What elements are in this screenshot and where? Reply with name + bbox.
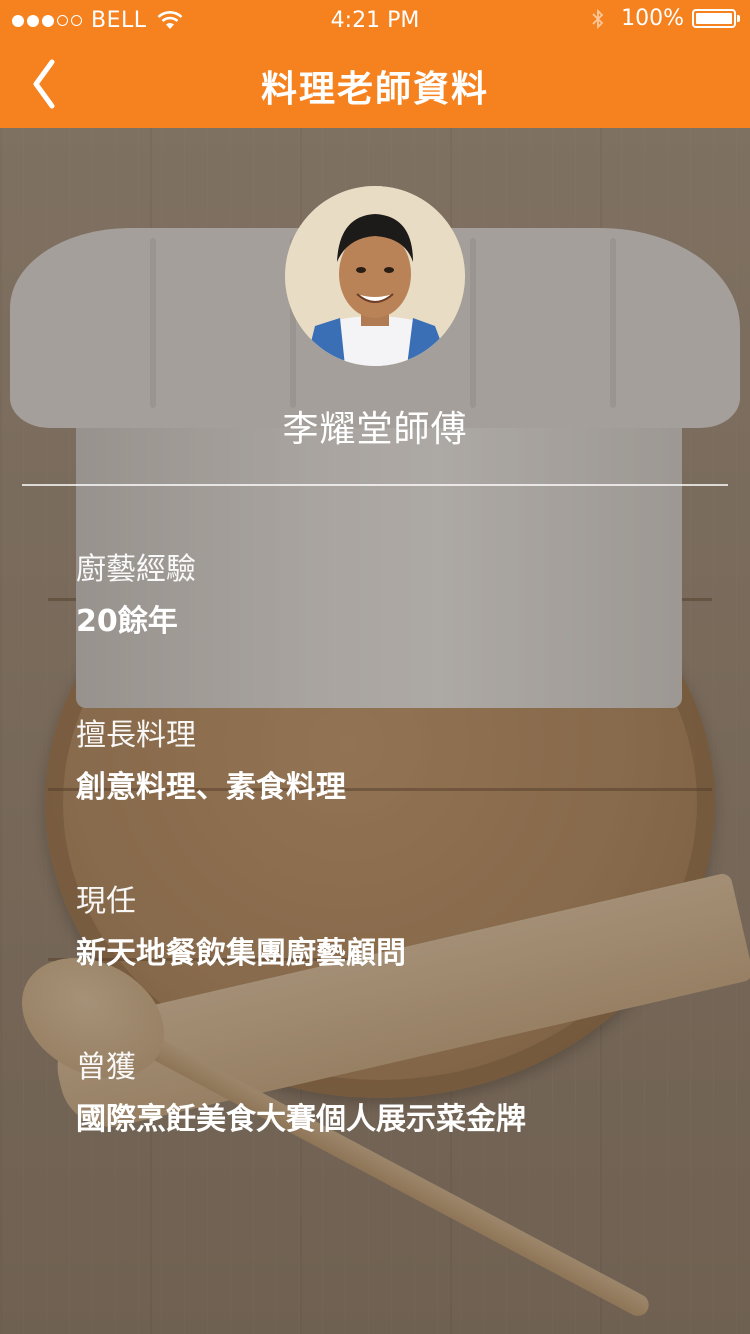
- signal-dot: [27, 14, 39, 27]
- divider: [22, 484, 728, 486]
- status-right: 100%: [591, 6, 740, 31]
- battery-percent: 100%: [621, 6, 684, 31]
- avatar: [285, 186, 465, 366]
- carrier-signal: BELL: [12, 8, 183, 33]
- detail-item: 現任 新天地餐飲集團廚藝顧問: [76, 885, 716, 971]
- detail-value: 20餘年: [76, 604, 178, 639]
- status-bar: BELL 4:21 PM 100%: [0, 0, 750, 40]
- hat-fold: [150, 238, 156, 408]
- signal-dot: [12, 14, 24, 27]
- detail-item: 曾獲 國際烹飪美食大賽個人展示菜金牌: [76, 1051, 716, 1137]
- bluetooth-icon: [592, 8, 604, 29]
- signal-dot-empty: [71, 15, 82, 26]
- hat-fold: [470, 238, 476, 408]
- status-time: 4:21 PM: [330, 8, 420, 33]
- signal-dot: [42, 14, 54, 27]
- detail-label: 擅長料理: [76, 718, 196, 753]
- chef-hat-band: [76, 378, 682, 708]
- page-title: 料理老師資料: [260, 69, 489, 110]
- detail-item: 廚藝經驗 20餘年: [76, 553, 716, 639]
- profile-content: 李耀堂師傅 廚藝經驗 20餘年 擅長料理 創意料理、素食料理 現任 新天地餐飲集…: [0, 128, 750, 1334]
- top-bar: BELL 4:21 PM 100% 料理老師資料: [0, 0, 750, 128]
- detail-label: 現任: [76, 884, 136, 919]
- detail-item: 擅長料理 創意料理、素食料理: [76, 719, 716, 805]
- battery-icon: [692, 9, 740, 28]
- nav-bar: 料理老師資料: [0, 40, 750, 128]
- detail-label: 廚藝經驗: [76, 552, 196, 587]
- carrier-name: BELL: [91, 8, 147, 33]
- detail-value: 創意料理、素食料理: [76, 770, 346, 805]
- hat-fold: [290, 238, 296, 408]
- chef-portrait-icon: [285, 186, 465, 366]
- board-seam: [48, 788, 712, 791]
- detail-label: 曾獲: [76, 1050, 136, 1085]
- details-list: 廚藝經驗 20餘年 擅長料理 創意料理、素食料理 現任 新天地餐飲集團廚藝顧問 …: [76, 553, 716, 1217]
- battery-fill: [696, 13, 732, 24]
- hat-fold: [610, 238, 616, 408]
- detail-value: 新天地餐飲集團廚藝顧問: [76, 936, 406, 971]
- detail-value: 國際烹飪美食大賽個人展示菜金牌: [76, 1102, 526, 1137]
- chevron-left-icon[interactable]: [24, 54, 84, 114]
- signal-dot-empty: [57, 15, 68, 26]
- wifi-icon: [157, 10, 182, 29]
- chef-name: 李耀堂師傅: [282, 409, 468, 450]
